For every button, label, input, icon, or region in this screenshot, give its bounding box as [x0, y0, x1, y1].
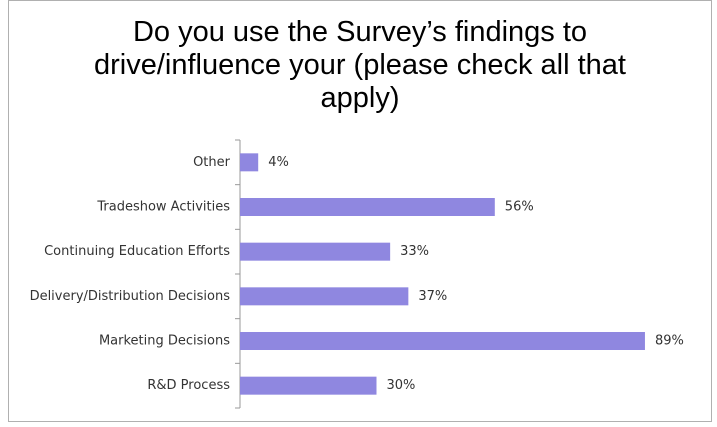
- data-label: 56%: [505, 200, 534, 215]
- chart-frame: [8, 0, 712, 422]
- y-tick-label: R&D Process: [147, 378, 230, 393]
- y-tick-label: Continuing Education Efforts: [44, 244, 230, 259]
- data-label: 37%: [418, 289, 447, 304]
- y-tick-label: Other: [193, 155, 231, 170]
- bar: [240, 198, 495, 216]
- y-tick-label: Tradeshow Activities: [96, 200, 230, 215]
- data-label: 33%: [400, 244, 429, 259]
- y-tick-label: Delivery/Distribution Decisions: [30, 289, 231, 304]
- bar: [240, 376, 377, 395]
- data-label: 30%: [387, 378, 416, 393]
- y-tick-label: Marketing Decisions: [99, 334, 230, 349]
- chart-title: Do you use the Survey’s findings to driv…: [94, 16, 626, 114]
- bar: [240, 332, 645, 350]
- bar: [240, 242, 391, 261]
- data-label: 89%: [655, 334, 684, 349]
- bar: [240, 287, 409, 306]
- data-label: 4%: [268, 155, 289, 170]
- bar: [240, 153, 259, 172]
